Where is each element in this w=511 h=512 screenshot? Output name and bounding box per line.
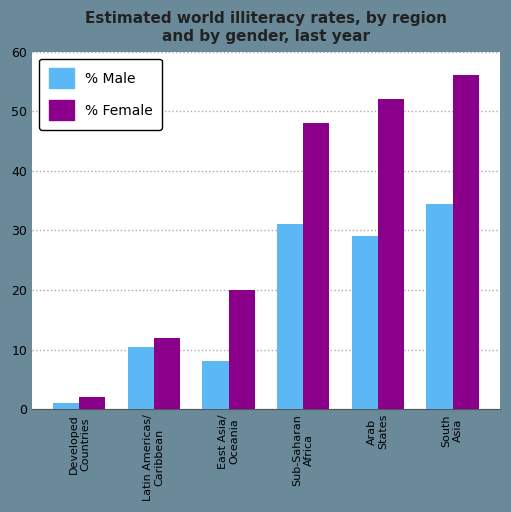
Bar [154, 337, 180, 409]
Bar [228, 290, 255, 409]
Bar [53, 403, 79, 409]
Bar [303, 123, 330, 409]
Bar [352, 237, 378, 409]
Bar [128, 347, 154, 409]
Title: Estimated world illiteracy rates, by region
and by gender, last year: Estimated world illiteracy rates, by reg… [85, 11, 447, 44]
Bar [426, 204, 453, 409]
Legend: % Male, % Female: % Male, % Female [39, 58, 162, 130]
Bar [202, 361, 228, 409]
Bar [453, 75, 479, 409]
Bar [378, 99, 404, 409]
Bar [79, 397, 105, 409]
Bar [277, 224, 303, 409]
